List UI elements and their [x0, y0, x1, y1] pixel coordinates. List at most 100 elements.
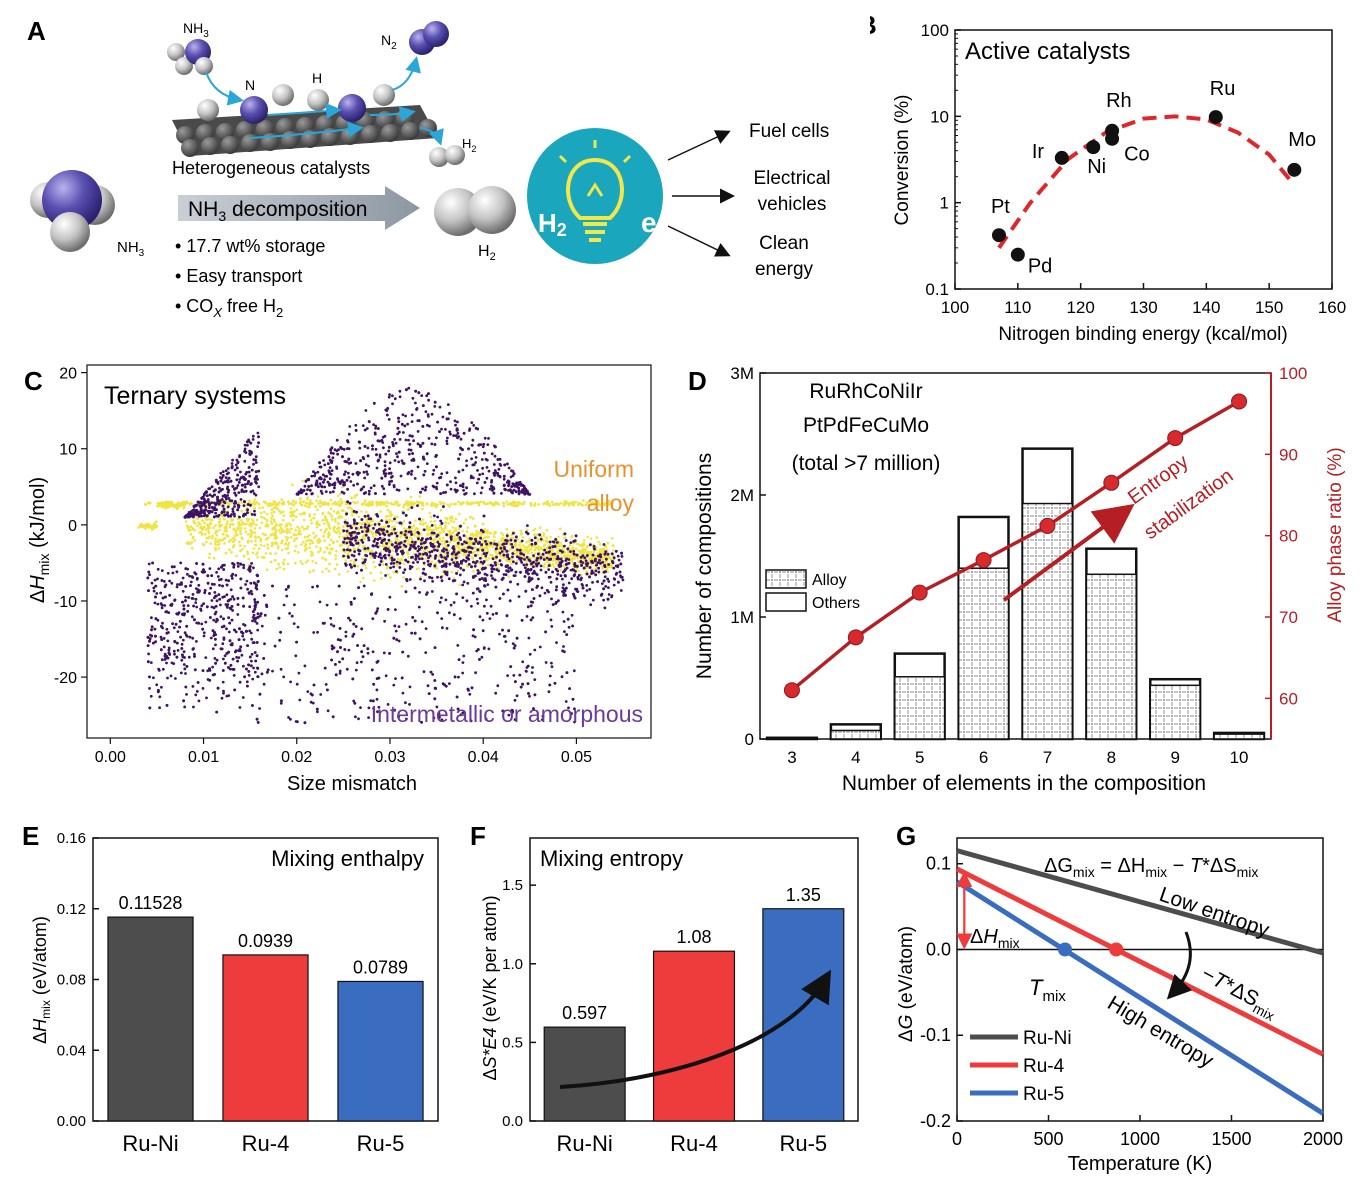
chart-c-point-alloy: [310, 522, 314, 525]
chart-b-point-mo: [1287, 162, 1302, 177]
chart-c-point-alloy: [248, 499, 251, 503]
chart-c-point-alloy: [429, 515, 433, 519]
chart-c-point-alloy: [424, 557, 427, 561]
chart-c-point-alloy: [369, 520, 373, 523]
chart-c-point-alloy: [254, 543, 257, 547]
chart-c-point-alloy: [335, 549, 338, 553]
chart-c-point-alloy: [606, 570, 609, 573]
chart-c-point-intermetallic: [408, 685, 412, 689]
chart-c-point-intermetallic: [171, 622, 175, 626]
chart-c-point-alloy: [563, 500, 566, 503]
chart-c-point-alloy: [230, 550, 233, 554]
chart-c-point-alloy: [442, 502, 446, 505]
chart-c-point-alloy: [454, 537, 458, 541]
chart-c-point-alloy: [526, 545, 529, 549]
chart-c-point-alloy: [458, 512, 461, 516]
chart-c-point-intermetallic: [347, 476, 351, 479]
chart-c-point-intermetallic: [600, 582, 604, 585]
chart-c-point-alloy: [304, 542, 308, 546]
chart-c-point-intermetallic: [584, 559, 588, 563]
chart-c-point-intermetallic: [431, 580, 434, 583]
chart-c-point-alloy: [480, 553, 484, 557]
chart-c-point-alloy: [189, 529, 192, 532]
chart-c-point-intermetallic: [338, 671, 342, 675]
chart-c-point-alloy: [253, 498, 257, 501]
chart-c-point-alloy: [577, 569, 580, 573]
chart-c-point-alloy: [189, 533, 193, 536]
chart-c-point-alloy: [258, 526, 262, 530]
chart-c-point-intermetallic: [232, 597, 236, 601]
chart-c-point-intermetallic: [418, 552, 421, 556]
chart-c-point-alloy: [532, 529, 535, 532]
chart-c-point-alloy: [353, 562, 356, 565]
chart-c-point-alloy: [344, 502, 348, 506]
chart-c-point-alloy: [319, 528, 323, 532]
chart-c-point-intermetallic: [238, 706, 242, 709]
chart-c-point-alloy: [292, 533, 296, 536]
chart-c-point-alloy: [424, 521, 427, 525]
chart-c-point-intermetallic: [279, 701, 283, 705]
chart-c-point-alloy: [493, 549, 497, 553]
chart-c-point-intermetallic: [243, 483, 247, 486]
chart-c-point-alloy: [433, 523, 437, 527]
chart-c-point-alloy: [225, 522, 229, 526]
chart-c-point-alloy: [486, 502, 489, 505]
chart-c-point-intermetallic: [298, 698, 302, 702]
chart-c-point-alloy: [438, 531, 442, 534]
chart-c-point-alloy: [306, 525, 310, 528]
chart-c-point-intermetallic: [589, 603, 593, 607]
chart-c-point-alloy: [479, 500, 483, 504]
chart-c-point-alloy: [336, 540, 339, 543]
chart-c-point-intermetallic: [253, 600, 257, 604]
chart-c-point-alloy: [606, 502, 609, 505]
chart-c-point-alloy: [394, 539, 398, 542]
chart-c-point-alloy: [370, 523, 373, 527]
chart-c-point-intermetallic: [233, 505, 236, 508]
chart-c-point-intermetallic: [607, 586, 610, 589]
chart-c-point-alloy: [536, 539, 540, 542]
chart-c-point-intermetallic: [411, 540, 414, 544]
chart-c-point-alloy: [226, 534, 230, 538]
chart-c-point-intermetallic: [156, 602, 160, 606]
chart-c-point-alloy: [265, 519, 269, 522]
chart-c-point-alloy: [402, 576, 405, 579]
chart-c-point-intermetallic: [461, 671, 465, 675]
chart-c-point-alloy: [433, 541, 436, 544]
chart-c-point-alloy: [285, 536, 288, 539]
chart-c-point-intermetallic: [294, 654, 298, 658]
chart-c-point-intermetallic: [179, 561, 183, 565]
chart-c-point-alloy: [208, 552, 211, 556]
chart-c-point-intermetallic: [612, 556, 616, 560]
chart-c-point-intermetallic: [168, 579, 172, 583]
chart-c-point-alloy: [464, 518, 468, 521]
chart-c-point-intermetallic: [163, 652, 167, 656]
chart-c-point-alloy: [457, 500, 460, 504]
chart-c-point-intermetallic: [404, 622, 408, 626]
chart-c-point-alloy: [294, 528, 298, 532]
chart-c-ytick-label: -10: [54, 594, 77, 611]
chart-c-point-alloy: [208, 522, 212, 526]
chart-c-point-intermetallic: [432, 531, 436, 535]
chart-c-point-intermetallic: [407, 448, 411, 452]
chart-c-point-alloy: [387, 531, 391, 535]
chart-c-point-intermetallic: [619, 589, 623, 592]
chart-c-point-alloy: [274, 529, 278, 532]
chart-c-point-intermetallic: [432, 468, 436, 472]
chart-c-point-intermetallic: [318, 600, 322, 604]
chart-c-point-alloy: [555, 502, 559, 505]
chart-c-point-alloy: [198, 522, 202, 526]
chart-c-point-intermetallic: [343, 520, 347, 524]
chart-c-point-intermetallic: [243, 447, 247, 451]
chart-c-point-alloy: [498, 543, 501, 546]
chart-c-point-alloy: [601, 567, 604, 570]
chart-c-point-alloy: [285, 522, 289, 526]
chart-c-point-alloy: [388, 545, 391, 548]
chart-c-point-intermetallic: [561, 610, 565, 614]
chart-c-point-alloy: [255, 518, 259, 522]
chart-c-point-alloy: [557, 535, 560, 539]
chart-c-point-alloy: [325, 546, 329, 549]
chart-c-point-alloy: [525, 541, 528, 544]
chart-c-point-intermetallic: [470, 604, 473, 608]
chart-c-point-alloy: [559, 569, 562, 572]
chart-c-point-alloy: [361, 545, 365, 549]
